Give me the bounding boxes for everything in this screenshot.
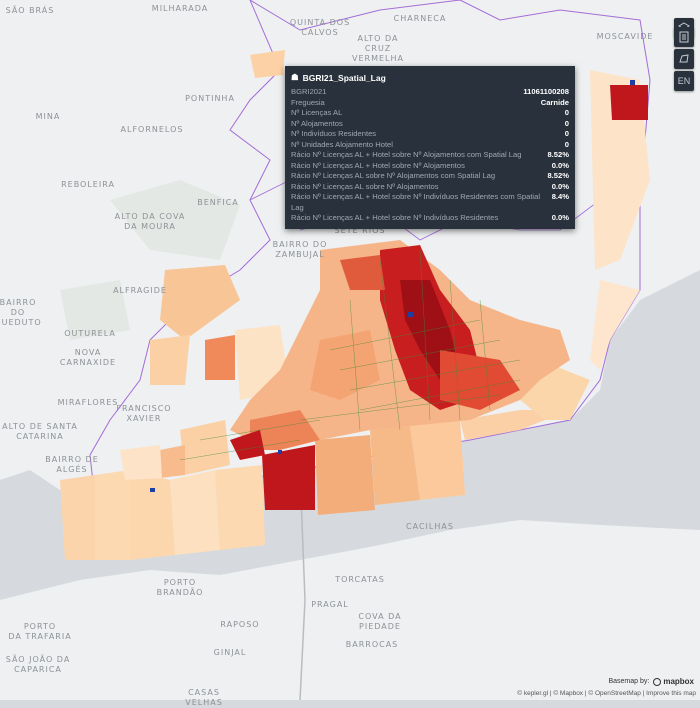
tooltip-value: 8.52% xyxy=(547,150,569,159)
tooltip-rows: BGRI2021 11061100208 Freguesia Carnide Nº Li… xyxy=(291,87,569,224)
tooltip-value: 0 xyxy=(564,139,569,149)
tooltip-row: Nº Licenças AL 0 xyxy=(291,108,569,119)
place-label: CHARNECA xyxy=(393,14,447,23)
tooltip-key: Rácio Nº Licenças AL sobre Nº Alojamento… xyxy=(291,171,496,180)
tooltip-key: Nº Licenças AL xyxy=(291,108,343,117)
place-label: MIRAFLORES xyxy=(57,398,119,407)
tooltip-value: 8.52% xyxy=(547,171,569,180)
place-label: PONTINHA xyxy=(185,94,235,103)
land-south xyxy=(0,520,700,700)
tooltip-key: Nº Indivíduos Residentes xyxy=(291,129,377,138)
layer-icon: ☗ xyxy=(291,72,299,82)
language-label: EN xyxy=(677,76,691,86)
tooltip-key: Nº Unidades Alojamento Hotel xyxy=(291,139,393,149)
place-label: ALTO DE SANTA CATARINA xyxy=(2,422,78,441)
basemap-label: Basemap by: xyxy=(608,678,650,685)
tooltip-row: Freguesia Carnide xyxy=(291,98,569,109)
place-label: FRANCISCO XAVIER xyxy=(116,404,172,423)
place-label: CASAS VELHAS xyxy=(185,688,223,707)
place-label: PORTO BRANDÃO xyxy=(156,578,204,597)
tooltip-key: Freguesia xyxy=(291,97,325,107)
mapbox-logo: mapbox xyxy=(653,677,694,686)
place-label: REBOLEIRA xyxy=(61,180,115,189)
place-label: BENFICA xyxy=(197,198,239,207)
place-label: PORTO DA TRAFARIA xyxy=(8,622,72,641)
tooltip-row: Nº Indivíduos Residentes 0 xyxy=(291,129,569,140)
tooltip-row: Nº Alojamentos 0 xyxy=(291,119,569,130)
tooltip-row: Rácio Nº Licenças AL sobre Nº Alojamento… xyxy=(291,171,569,182)
place-label: GINJAL xyxy=(213,648,247,657)
tooltip-row: Nº Unidades Alojamento Hotel 0 xyxy=(291,140,569,151)
legend-icon[interactable] xyxy=(674,27,694,47)
tooltip-layer-name: BGRI21_Spatial_Lag xyxy=(302,72,386,83)
tooltip-key: Rácio Nº Licenças AL + Hotel sobre Nº In… xyxy=(291,213,499,222)
place-label: BARROCAS xyxy=(345,640,399,649)
language-button[interactable]: EN xyxy=(674,71,694,91)
tooltip-key: Rácio Nº Licenças AL sobre Nº Alojamento… xyxy=(291,181,439,191)
tooltip-key: BGRI2021 xyxy=(291,87,327,96)
tooltip-value: 11061100208 xyxy=(523,87,569,96)
place-label: ALFORNELOS xyxy=(120,125,184,134)
tooltip-value: Carnide xyxy=(540,97,569,107)
high-polygon xyxy=(262,445,315,510)
tooltip-value: 0 xyxy=(564,108,569,117)
tooltip-row: Rácio Nº Licenças AL sobre Nº Alojamento… xyxy=(291,182,569,193)
tooltip-value: 0 xyxy=(564,118,569,128)
tooltip-row: Rácio Nº Licenças AL + Hotel sobre Nº In… xyxy=(291,192,569,213)
place-label: ALTO DA COVA DA MOURA xyxy=(114,212,186,231)
place-label: OUTURELA xyxy=(64,329,116,338)
tooltip-value: 8.4% xyxy=(551,192,569,201)
place-label: QUINTA DOS CALVOS xyxy=(289,18,351,37)
place-label: ALFRAGIDE xyxy=(113,286,167,295)
bridge xyxy=(299,469,306,700)
place-label: PRAGAL xyxy=(311,600,349,609)
tooltip-row: Rácio Nº Licenças AL + Hotel sobre Nº Al… xyxy=(291,150,569,161)
attribution[interactable]: © kepler.gl | © Mapbox | © OpenStreetMap… xyxy=(517,690,696,697)
tooltip-value: 0.0% xyxy=(551,160,569,170)
feature-tooltip: ☗ BGRI21_Spatial_Lag BGRI2021 11061100208… xyxy=(285,66,575,229)
draw-polygon-icon[interactable] xyxy=(674,49,694,69)
place-label: MINA xyxy=(35,112,61,121)
place-label: ALTO DA CRUZ VERMELHA xyxy=(352,34,404,63)
place-label: BAIRRO DE ALGÉS xyxy=(45,455,99,474)
tooltip-key: Rácio Nº Licenças AL + Hotel sobre Nº Al… xyxy=(291,150,522,159)
place-label: TORCATAS xyxy=(335,575,385,584)
place-label: SETE RIOS xyxy=(334,226,386,235)
tooltip-row: BGRI2021 11061100208 xyxy=(291,87,569,98)
tooltip-value: 0.0% xyxy=(551,181,569,191)
tooltip-header: ☗ BGRI21_Spatial_Lag xyxy=(291,72,569,83)
tooltip-key: Rácio Nº Licenças AL + Hotel sobre Nº In… xyxy=(291,192,541,212)
tooltip-row: Rácio Nº Licenças AL + Hotel sobre Nº In… xyxy=(291,213,569,224)
basemap-credit: Basemap by: mapbox xyxy=(608,677,694,686)
tooltip-value: 0 xyxy=(564,129,569,138)
tooltip-key: Rácio Nº Licenças AL + Hotel sobre Nº Al… xyxy=(291,160,465,170)
place-label: CACILHAS xyxy=(406,522,454,531)
place-label: NOVA CARNAXIDE xyxy=(59,348,117,367)
place-label: SÃO BRÁS xyxy=(5,6,55,15)
place-label: COVA DA PIEDADE xyxy=(358,612,402,631)
tooltip-key: Nº Alojamentos xyxy=(291,118,343,128)
place-label: MOSCAVIDE xyxy=(596,32,654,41)
place-label: BAIRRODOQUEDUTO xyxy=(0,298,42,327)
high-polygon-east xyxy=(610,85,648,120)
tooltip-value: 0.0% xyxy=(551,213,569,222)
place-label: BAIRRO DO ZAMBUJAL xyxy=(272,240,328,259)
place-label: RAPOSO xyxy=(220,620,260,629)
place-label: SÃO JOÃO DA CAPARICA xyxy=(5,655,71,674)
place-label: MILHARADA xyxy=(151,4,209,13)
tooltip-row: Rácio Nº Licenças AL + Hotel sobre Nº Al… xyxy=(291,161,569,172)
